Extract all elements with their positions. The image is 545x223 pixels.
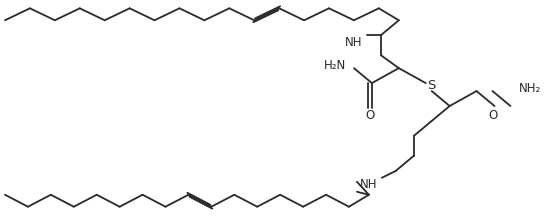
Text: O: O [365,109,374,122]
Text: NH₂: NH₂ [518,82,541,95]
Text: O: O [488,109,497,122]
Text: NH: NH [345,36,362,49]
Text: H₂N: H₂N [324,59,346,72]
Text: NH: NH [360,178,378,191]
Text: S: S [427,78,436,92]
